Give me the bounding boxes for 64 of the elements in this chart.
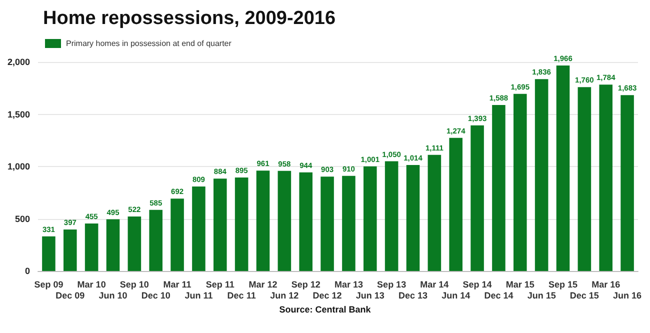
x-tick-label: Dec 09 [56, 290, 85, 300]
x-tick-label: Jun 10 [98, 290, 128, 300]
x-tick-label: Sep 13 [377, 280, 406, 290]
x-tick-label: Jun 14 [442, 290, 470, 300]
bar [170, 198, 184, 271]
source-note: Source: Central Bank [279, 304, 372, 314]
bar [364, 166, 377, 271]
x-tick-label: Mar 11 [163, 280, 192, 290]
bar [534, 79, 548, 271]
x-tick-label: Mar 15 [506, 280, 534, 290]
bar [42, 236, 56, 271]
x-tick-label: Mar 12 [248, 280, 278, 290]
y-tick-label: 2,000 [7, 57, 30, 67]
x-tick-label: Sep 09 [34, 280, 64, 290]
bar [470, 125, 484, 271]
bar [192, 186, 206, 271]
x-tick-label: Dec 10 [141, 290, 170, 300]
x-tick-label: Mar 10 [77, 280, 106, 290]
bar [342, 176, 356, 271]
bar [64, 230, 77, 271]
bar [599, 84, 612, 271]
bar [556, 66, 570, 271]
x-tick-label: Jun 15 [527, 290, 556, 300]
bar [84, 223, 98, 271]
bar [492, 105, 506, 271]
x-tick-label: Sep 11 [206, 280, 234, 290]
x-tick-label: Jun 16 [613, 290, 642, 300]
bar [428, 154, 442, 271]
x-tick-label: Sep 12 [291, 280, 320, 290]
x-tick-label: Dec 13 [398, 290, 428, 300]
x-tick-label: Dec 15 [570, 290, 599, 300]
bar [578, 87, 592, 271]
y-tick-label: 1,500 [7, 109, 30, 120]
bar [449, 138, 462, 271]
bar [214, 178, 227, 271]
bar [128, 216, 142, 271]
bar [278, 170, 292, 271]
x-tick-label: Sep 14 [462, 280, 492, 290]
x-tick-label: Sep 10 [120, 280, 149, 290]
x-tick-label: Dec 12 [312, 290, 342, 300]
bar [514, 94, 527, 271]
bar [234, 177, 248, 271]
bar [406, 165, 420, 271]
y-tick-label: 500 [14, 214, 30, 224]
chart-title: Home repossessions, 2009-2016 [43, 8, 336, 29]
bar [106, 219, 120, 271]
x-tick-label: Mar 14 [420, 280, 449, 290]
y-tick-label: 0 [24, 266, 30, 276]
x-tick-label: Sep 15 [548, 280, 578, 290]
bar [299, 172, 312, 271]
bar [620, 95, 634, 271]
x-tick-label: Jun 11 [184, 290, 213, 300]
bar [384, 161, 398, 271]
y-tick-label: 1,000 [7, 162, 30, 172]
x-tick-label: Dec 11 [227, 290, 256, 300]
bar [149, 210, 162, 271]
x-tick-label: Jun 12 [270, 290, 299, 300]
legend-label: Primary homes in possession at end of quarter [66, 39, 232, 48]
bar [320, 176, 334, 271]
x-tick-label: Mar 16 [592, 280, 620, 290]
x-tick-label: Dec 14 [484, 290, 514, 300]
x-tick-label: Mar 13 [334, 280, 363, 290]
bar [256, 170, 270, 271]
x-tick-label: Jun 13 [356, 290, 384, 300]
